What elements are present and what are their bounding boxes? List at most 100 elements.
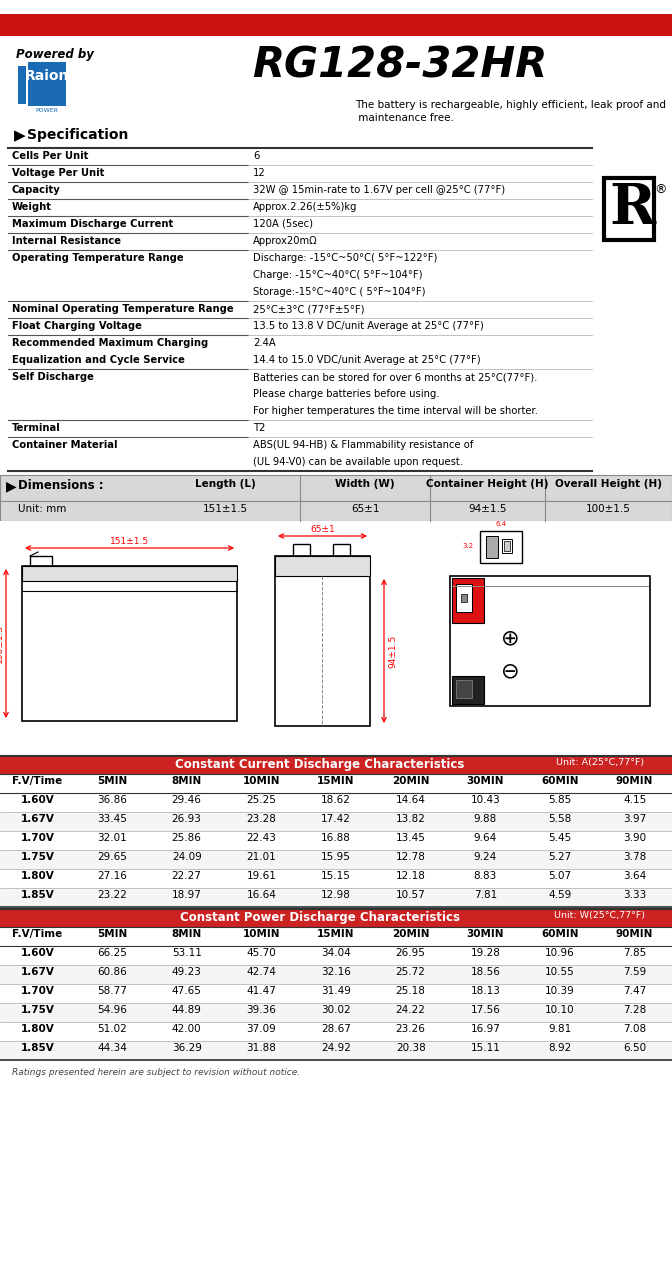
Bar: [452, 579, 484, 623]
Text: 7.08: 7.08: [623, 1024, 646, 1034]
Bar: [480, 531, 522, 563]
Bar: [604, 178, 654, 241]
Text: 24.22: 24.22: [396, 1005, 425, 1015]
Text: 15MIN: 15MIN: [317, 776, 355, 786]
Text: 9.88: 9.88: [474, 814, 497, 824]
Bar: [0, 965, 672, 984]
Text: 65±1: 65±1: [351, 504, 379, 515]
Text: ▶: ▶: [6, 479, 17, 493]
Text: 14.64: 14.64: [396, 795, 425, 805]
Text: 25.72: 25.72: [396, 966, 425, 977]
Text: F.V/Time: F.V/Time: [12, 929, 62, 940]
Text: 7.81: 7.81: [474, 890, 497, 900]
Text: 2.4A: 2.4A: [253, 338, 276, 348]
Text: ABS(UL 94-HB) & Flammability resistance of: ABS(UL 94-HB) & Flammability resistance …: [253, 440, 473, 451]
Text: 34.04: 34.04: [321, 948, 351, 957]
Text: F.V/Time: F.V/Time: [12, 776, 62, 786]
Text: 9.64: 9.64: [474, 833, 497, 844]
Text: 30MIN: 30MIN: [466, 929, 504, 940]
Text: For higher temperatures the time interval will be shorter.: For higher temperatures the time interva…: [253, 406, 538, 416]
Text: 27.16: 27.16: [97, 870, 127, 881]
Bar: [8, 216, 592, 233]
Bar: [8, 335, 592, 369]
Bar: [0, 774, 672, 794]
Text: Unit: mm: Unit: mm: [18, 504, 67, 515]
Text: Raion: Raion: [25, 69, 69, 83]
Text: 31.49: 31.49: [321, 986, 351, 996]
Text: Width (W): Width (W): [335, 479, 395, 489]
Bar: [275, 556, 370, 726]
Text: 3.90: 3.90: [623, 833, 646, 844]
Bar: [0, 1021, 672, 1041]
Text: 5.85: 5.85: [548, 795, 572, 805]
Text: 6: 6: [253, 151, 259, 161]
Text: 8.92: 8.92: [548, 1043, 572, 1053]
Text: The battery is rechargeable, highly efficient, leak proof and
 maintenance free.: The battery is rechargeable, highly effi…: [355, 100, 666, 123]
Text: 20.38: 20.38: [396, 1043, 425, 1053]
Text: 6.50: 6.50: [623, 1043, 646, 1053]
Text: 36.86: 36.86: [97, 795, 127, 805]
Text: 120A (5sec): 120A (5sec): [253, 219, 313, 229]
Text: 5.07: 5.07: [548, 870, 572, 881]
Text: Storage:-15°C~40°C ( 5°F~104°F): Storage:-15°C~40°C ( 5°F~104°F): [253, 287, 425, 297]
Text: Ratings presented herein are subject to revision without notice.: Ratings presented herein are subject to …: [12, 1068, 300, 1076]
Text: 94±1.5: 94±1.5: [468, 504, 507, 515]
Text: Self Discharge: Self Discharge: [12, 372, 94, 381]
Text: 23.28: 23.28: [247, 814, 276, 824]
Text: 16.97: 16.97: [470, 1024, 500, 1034]
Bar: [8, 233, 592, 250]
Text: 51.02: 51.02: [97, 1024, 127, 1034]
Text: 17.56: 17.56: [470, 1005, 500, 1015]
Bar: [275, 556, 370, 576]
Text: Overall Height (H): Overall Height (H): [555, 479, 662, 489]
Text: 1.60V: 1.60V: [20, 948, 54, 957]
Text: 23.26: 23.26: [396, 1024, 425, 1034]
Text: 32W @ 15min-rate to 1.67V per cell @25°C (77°F): 32W @ 15min-rate to 1.67V per cell @25°C…: [253, 186, 505, 195]
Text: Batteries can be stored for over 6 months at 25°C(77°F).: Batteries can be stored for over 6 month…: [253, 372, 538, 381]
Text: 22.43: 22.43: [247, 833, 276, 844]
Text: 5MIN: 5MIN: [97, 776, 127, 786]
Text: 5.58: 5.58: [548, 814, 572, 824]
Bar: [0, 475, 672, 521]
Text: 10.57: 10.57: [396, 890, 425, 900]
Text: ⊕: ⊕: [501, 628, 519, 648]
Text: 9.24: 9.24: [474, 852, 497, 861]
Text: 14.4 to 15.0 VDC/unit Average at 25°C (77°F): 14.4 to 15.0 VDC/unit Average at 25°C (7…: [253, 355, 480, 365]
Bar: [0, 794, 672, 812]
Text: 24.92: 24.92: [321, 1043, 351, 1053]
Text: 1.85V: 1.85V: [20, 1043, 54, 1053]
Text: Operating Temperature Range: Operating Temperature Range: [12, 253, 183, 262]
Text: 19.28: 19.28: [470, 948, 500, 957]
Bar: [0, 521, 672, 756]
Text: 19.61: 19.61: [247, 870, 276, 881]
Text: 28.67: 28.67: [321, 1024, 351, 1034]
Text: 10.96: 10.96: [545, 948, 575, 957]
Bar: [452, 676, 484, 704]
Bar: [0, 1004, 672, 1021]
Text: 45.70: 45.70: [247, 948, 276, 957]
Bar: [0, 831, 672, 850]
Text: Capacity: Capacity: [12, 186, 60, 195]
Bar: [28, 61, 66, 106]
Text: Approx.2.26(±5%)kg: Approx.2.26(±5%)kg: [253, 202, 358, 212]
Text: 26.95: 26.95: [396, 948, 425, 957]
Text: (UL 94-V0) can be available upon request.: (UL 94-V0) can be available upon request…: [253, 457, 463, 467]
Text: Constant Current Discharge Characteristics: Constant Current Discharge Characteristi…: [175, 758, 464, 771]
Text: 10.39: 10.39: [545, 986, 575, 996]
Text: POWER: POWER: [36, 108, 58, 113]
Text: 5MIN: 5MIN: [97, 929, 127, 940]
Text: 29.65: 29.65: [97, 852, 127, 861]
Text: 1.67V: 1.67V: [20, 814, 54, 824]
Bar: [0, 812, 672, 831]
Text: 18.97: 18.97: [172, 890, 202, 900]
Text: 39.36: 39.36: [247, 1005, 276, 1015]
Text: Specification: Specification: [27, 128, 128, 142]
Text: 23.22: 23.22: [97, 890, 127, 900]
Text: Maximum Discharge Current: Maximum Discharge Current: [12, 219, 173, 229]
Text: 36.29: 36.29: [172, 1043, 202, 1053]
Text: 90MIN: 90MIN: [616, 776, 653, 786]
Text: 1.70V: 1.70V: [20, 833, 54, 844]
Text: Constant Power Discharge Characteristics: Constant Power Discharge Characteristics: [180, 911, 460, 924]
Text: 10.43: 10.43: [470, 795, 500, 805]
Text: 3.97: 3.97: [623, 814, 646, 824]
